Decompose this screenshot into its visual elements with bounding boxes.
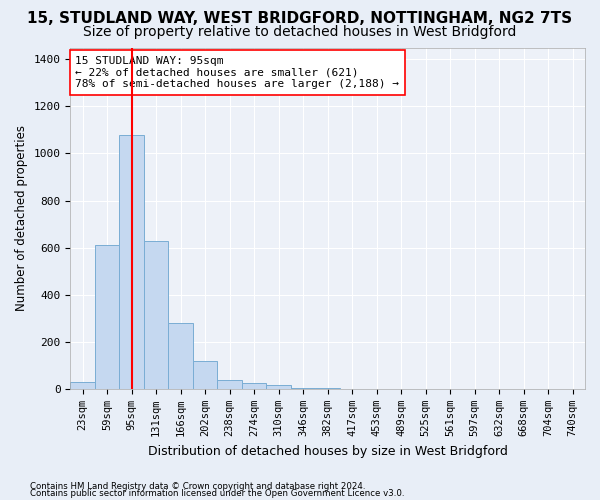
Text: Contains HM Land Registry data © Crown copyright and database right 2024.: Contains HM Land Registry data © Crown c… <box>30 482 365 491</box>
Bar <box>242 383 266 389</box>
Bar <box>95 246 119 389</box>
Text: Contains public sector information licensed under the Open Government Licence v3: Contains public sector information licen… <box>30 489 404 498</box>
Bar <box>119 134 144 389</box>
Bar <box>169 323 193 389</box>
X-axis label: Distribution of detached houses by size in West Bridgford: Distribution of detached houses by size … <box>148 444 508 458</box>
Bar <box>266 386 291 389</box>
Y-axis label: Number of detached properties: Number of detached properties <box>15 125 28 311</box>
Bar <box>217 380 242 389</box>
Bar <box>144 240 169 389</box>
Text: 15, STUDLAND WAY, WEST BRIDGFORD, NOTTINGHAM, NG2 7TS: 15, STUDLAND WAY, WEST BRIDGFORD, NOTTIN… <box>28 11 572 26</box>
Text: Size of property relative to detached houses in West Bridgford: Size of property relative to detached ho… <box>83 25 517 39</box>
Bar <box>193 360 217 389</box>
Bar <box>70 382 95 389</box>
Text: 15 STUDLAND WAY: 95sqm
← 22% of detached houses are smaller (621)
78% of semi-de: 15 STUDLAND WAY: 95sqm ← 22% of detached… <box>76 56 400 89</box>
Bar <box>291 388 316 389</box>
